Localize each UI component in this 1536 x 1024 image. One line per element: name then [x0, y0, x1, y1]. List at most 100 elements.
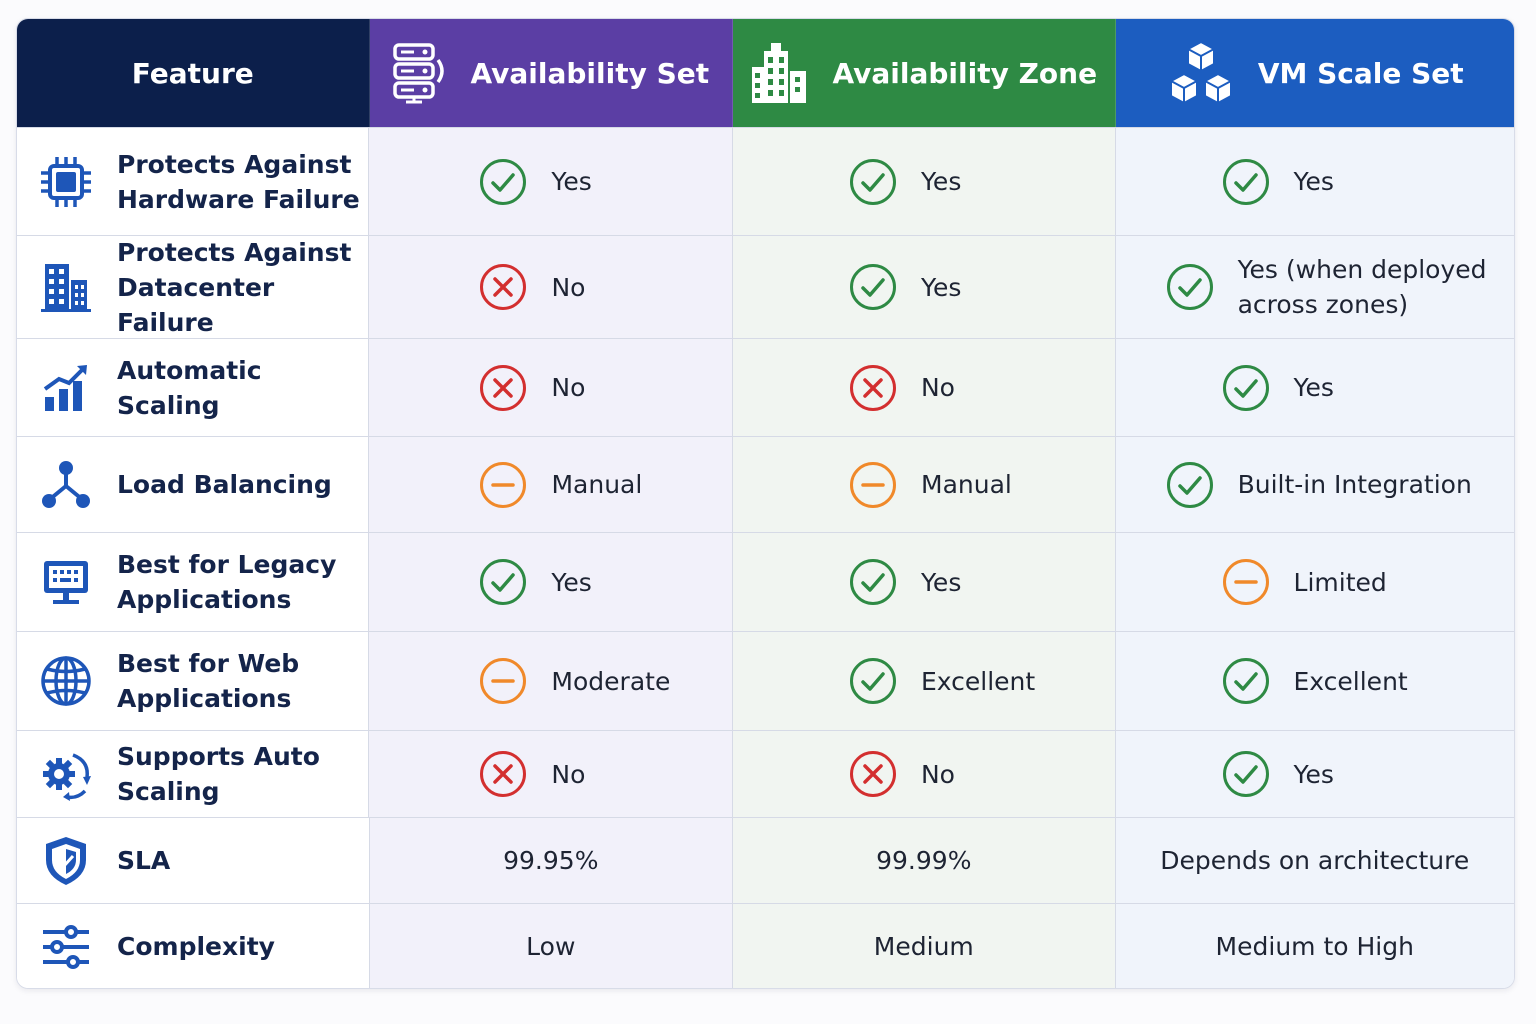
feature-cell: Protects Against Datacenter Failure	[17, 236, 370, 338]
vmss-cell: Yes	[1115, 731, 1514, 817]
server-stack-icon	[392, 42, 448, 104]
header-availability-zone-label: Availability Zone	[832, 56, 1098, 90]
header-row: Feature Availability Set	[17, 19, 1514, 127]
cross-icon	[479, 263, 527, 311]
aset-cell: No	[369, 236, 734, 338]
aset-value: Moderate	[551, 666, 671, 696]
azone-value: No	[920, 373, 955, 402]
feature-label: SLA	[117, 846, 171, 875]
aset-cell: Low	[369, 904, 734, 988]
minus-icon	[479, 657, 527, 705]
feature-label: Complexity	[117, 932, 275, 961]
check-icon	[849, 558, 897, 606]
check-icon	[849, 158, 897, 206]
azone-cell: No	[732, 731, 1116, 817]
table-row: Protects Against Hardware Failure Yes Yes Y…	[17, 127, 1514, 235]
feature-label: Best for Legacy Applications	[117, 550, 337, 614]
comparison-table: Feature Availability Set	[16, 18, 1515, 989]
aset-cell: 99.95%	[369, 818, 734, 903]
cubes-icon	[1166, 40, 1236, 106]
feature-cell: Complexity	[17, 904, 370, 988]
table-row: Load Balancing Manual Manual Built-in Integ…	[17, 436, 1514, 532]
vmss-cell: Medium to High	[1115, 904, 1514, 988]
minus-icon	[1222, 558, 1270, 606]
sliders-icon	[39, 920, 93, 974]
check-icon	[1222, 158, 1270, 206]
check-icon	[1166, 263, 1214, 311]
vmss-value: Depends on architecture	[1160, 846, 1470, 875]
feature-label: Supports Auto Scaling	[117, 742, 320, 806]
header-availability-set: Availability Set	[369, 19, 734, 127]
header-feature-label: Feature	[131, 56, 254, 90]
azone-value: No	[920, 759, 955, 789]
feature-label: Load Balancing	[117, 470, 332, 499]
aset-value: No	[551, 759, 586, 789]
aset-value: No	[551, 272, 586, 302]
feature-cell: Protects Against Hardware Failure	[17, 128, 370, 235]
cross-icon	[849, 364, 897, 412]
vmss-value: Yes	[1293, 167, 1334, 196]
aset-cell: Moderate	[369, 632, 733, 730]
table-row: Supports Auto Scaling No No Yes	[17, 730, 1514, 817]
azone-cell: Medium	[733, 904, 1116, 988]
vmss-value: Limited	[1293, 567, 1387, 597]
vmss-cell: Limited	[1115, 533, 1514, 631]
vmss-cell: Excellent	[1115, 632, 1514, 730]
table-row: Protects Against Datacenter Failure No Yes…	[17, 235, 1514, 338]
vmss-value: Excellent	[1293, 666, 1408, 696]
table-row: Complexity Low Medium Medium to High	[17, 903, 1514, 988]
network-nodes-icon	[39, 458, 93, 512]
check-icon	[1222, 750, 1270, 798]
minus-icon	[849, 461, 897, 509]
aset-value: Low	[526, 932, 576, 961]
table-row: SLA 99.95% 99.99% Depends on architecture	[17, 817, 1514, 903]
aset-cell: No	[369, 731, 733, 817]
minus-icon	[479, 461, 527, 509]
check-icon	[479, 158, 527, 206]
azone-cell: Manual	[733, 437, 1116, 532]
azone-value: Yes	[920, 567, 962, 597]
header-vm-scale-set-label: VM Scale Set	[1257, 56, 1464, 90]
header-vm-scale-set: VM Scale Set	[1115, 19, 1514, 127]
azone-cell: Excellent	[732, 632, 1116, 730]
aset-value: Yes	[551, 567, 592, 597]
aset-cell: Yes	[369, 128, 733, 235]
table-body: Protects Against Hardware Failure Yes Yes Y…	[17, 127, 1514, 988]
vmss-cell: Yes	[1115, 339, 1514, 436]
feature-label: Protects Against Hardware Failure	[117, 149, 360, 214]
chip-icon	[39, 155, 93, 209]
aset-cell: Yes	[369, 533, 733, 631]
vmss-cell: Yes (when deployed across zones)	[1115, 236, 1514, 338]
check-icon	[849, 657, 897, 705]
check-icon	[849, 263, 897, 311]
azone-value: 99.99%	[876, 846, 972, 875]
azone-cell: Yes	[732, 533, 1116, 631]
azone-value: Excellent	[920, 666, 1036, 696]
feature-cell: Best for Web Applications	[17, 632, 370, 730]
globe-icon	[39, 654, 93, 708]
cross-icon	[479, 750, 527, 798]
vmss-value: Built-in Integration	[1237, 470, 1472, 499]
table-row: Best for Web Applications Moderate Excelle…	[17, 631, 1514, 730]
check-icon	[1222, 364, 1270, 412]
aset-cell: Manual	[369, 437, 734, 532]
header-availability-set-label: Availability Set	[470, 56, 710, 90]
vmss-cell: Built-in Integration	[1115, 437, 1514, 532]
table-row: Automatic Scaling No No Yes	[17, 338, 1514, 436]
cross-icon	[479, 364, 527, 412]
aset-value: Yes	[551, 167, 592, 196]
gear-refresh-icon	[39, 747, 93, 801]
vmss-value: Yes	[1293, 373, 1334, 402]
aset-value: No	[551, 373, 586, 402]
azone-value: Yes	[920, 167, 962, 196]
feature-label: Protects Against Datacenter Failure	[117, 237, 352, 337]
vmss-value: Yes (when deployed across zones)	[1237, 255, 1487, 319]
aset-value: 99.95%	[503, 846, 599, 875]
aset-value: Manual	[551, 470, 643, 499]
check-icon	[1166, 461, 1214, 509]
feature-cell: Automatic Scaling	[17, 339, 370, 436]
check-icon	[1222, 657, 1270, 705]
feature-label: Automatic Scaling	[117, 355, 262, 420]
growth-chart-icon	[39, 361, 93, 415]
building-icon	[39, 260, 93, 314]
